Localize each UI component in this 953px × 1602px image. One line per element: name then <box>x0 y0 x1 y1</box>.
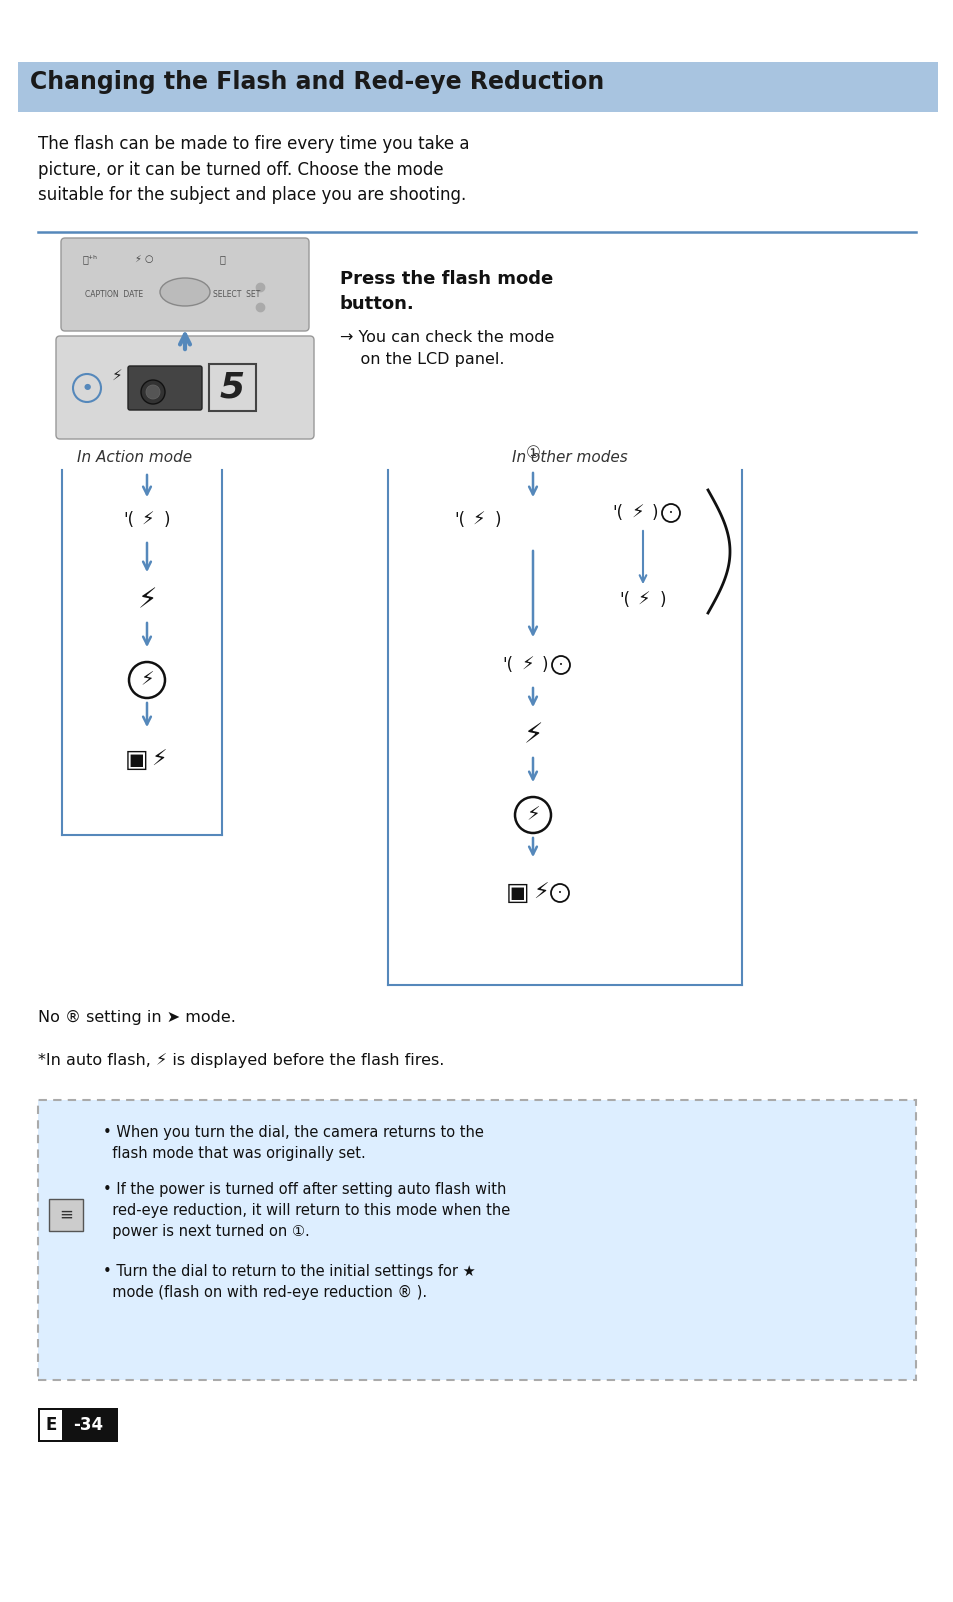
Text: '(: '( <box>502 655 513 674</box>
Text: *In auto flash, ⚡ is displayed before the flash fires.: *In auto flash, ⚡ is displayed before th… <box>38 1053 444 1069</box>
Text: 5: 5 <box>219 370 244 404</box>
Text: ⚡: ⚡ <box>637 591 650 609</box>
Text: •: • <box>558 662 562 668</box>
Text: '(: '( <box>123 511 134 529</box>
FancyBboxPatch shape <box>61 239 309 332</box>
FancyBboxPatch shape <box>18 62 937 112</box>
Text: ⚡: ⚡ <box>112 367 122 383</box>
Text: → You can check the mode
    on the LCD panel.: → You can check the mode on the LCD pane… <box>339 330 554 367</box>
Text: ): ) <box>164 511 170 529</box>
FancyBboxPatch shape <box>128 365 202 410</box>
Text: '(: '( <box>618 591 630 609</box>
Text: CAPTION  DATE: CAPTION DATE <box>85 290 143 300</box>
Text: ⚡: ⚡ <box>631 505 643 522</box>
Text: •: • <box>558 891 561 896</box>
Text: ▣: ▣ <box>506 881 529 905</box>
Text: ●: ● <box>83 383 91 391</box>
Text: ): ) <box>659 591 665 609</box>
Text: The flash can be made to fire every time you take a
picture, or it can be turned: The flash can be made to fire every time… <box>38 135 469 205</box>
Text: ⚡: ⚡ <box>142 511 154 529</box>
Text: ⚡: ⚡ <box>533 883 548 904</box>
Text: ≡: ≡ <box>59 1206 72 1224</box>
Text: ⏪: ⏪ <box>220 255 226 264</box>
Text: ①: ① <box>525 444 539 461</box>
Text: •: • <box>668 509 672 516</box>
Text: No ® setting in ➤ mode.: No ® setting in ➤ mode. <box>38 1009 235 1025</box>
Text: '(: '( <box>454 511 465 529</box>
Text: ): ) <box>541 655 548 674</box>
Ellipse shape <box>160 279 210 306</box>
Text: • If the power is turned off after setting auto flash with
  red-eye reduction, : • If the power is turned off after setti… <box>103 1182 510 1238</box>
Text: ⚡: ⚡ <box>140 671 153 689</box>
FancyBboxPatch shape <box>38 1101 915 1379</box>
Text: Press the flash mode
button.: Press the flash mode button. <box>339 271 553 312</box>
FancyBboxPatch shape <box>49 1198 83 1230</box>
Text: ): ) <box>495 511 500 529</box>
Text: ⚡: ⚡ <box>525 806 539 825</box>
Text: ): ) <box>651 505 658 522</box>
Text: ⚡: ⚡ <box>151 750 167 771</box>
FancyBboxPatch shape <box>38 1408 118 1442</box>
Text: ▣: ▣ <box>125 748 149 772</box>
Text: SELECT  SET: SELECT SET <box>213 290 260 300</box>
Text: ⚡: ⚡ <box>521 655 534 674</box>
Text: ⌛⁺ʰ: ⌛⁺ʰ <box>83 255 98 264</box>
FancyBboxPatch shape <box>40 1410 62 1440</box>
Text: In Action mode: In Action mode <box>77 450 193 465</box>
Text: -34: -34 <box>72 1416 103 1434</box>
Text: Changing the Flash and Red-eye Reduction: Changing the Flash and Red-eye Reduction <box>30 70 603 95</box>
Circle shape <box>146 384 160 399</box>
Text: ⚡: ⚡ <box>472 511 485 529</box>
Text: ⚡: ⚡ <box>137 586 156 614</box>
Text: In other modes: In other modes <box>512 450 627 465</box>
Text: • Turn the dial to return to the initial settings for ★
  mode (flash on with re: • Turn the dial to return to the initial… <box>103 1264 476 1301</box>
Text: • When you turn the dial, the camera returns to the
  flash mode that was origin: • When you turn the dial, the camera ret… <box>103 1125 483 1161</box>
Circle shape <box>141 380 165 404</box>
FancyBboxPatch shape <box>56 336 314 439</box>
Text: ⚡: ⚡ <box>522 721 542 750</box>
Text: '(: '( <box>612 505 623 522</box>
Text: E: E <box>45 1416 56 1434</box>
Text: ⚡ ○: ⚡ ○ <box>135 255 153 264</box>
